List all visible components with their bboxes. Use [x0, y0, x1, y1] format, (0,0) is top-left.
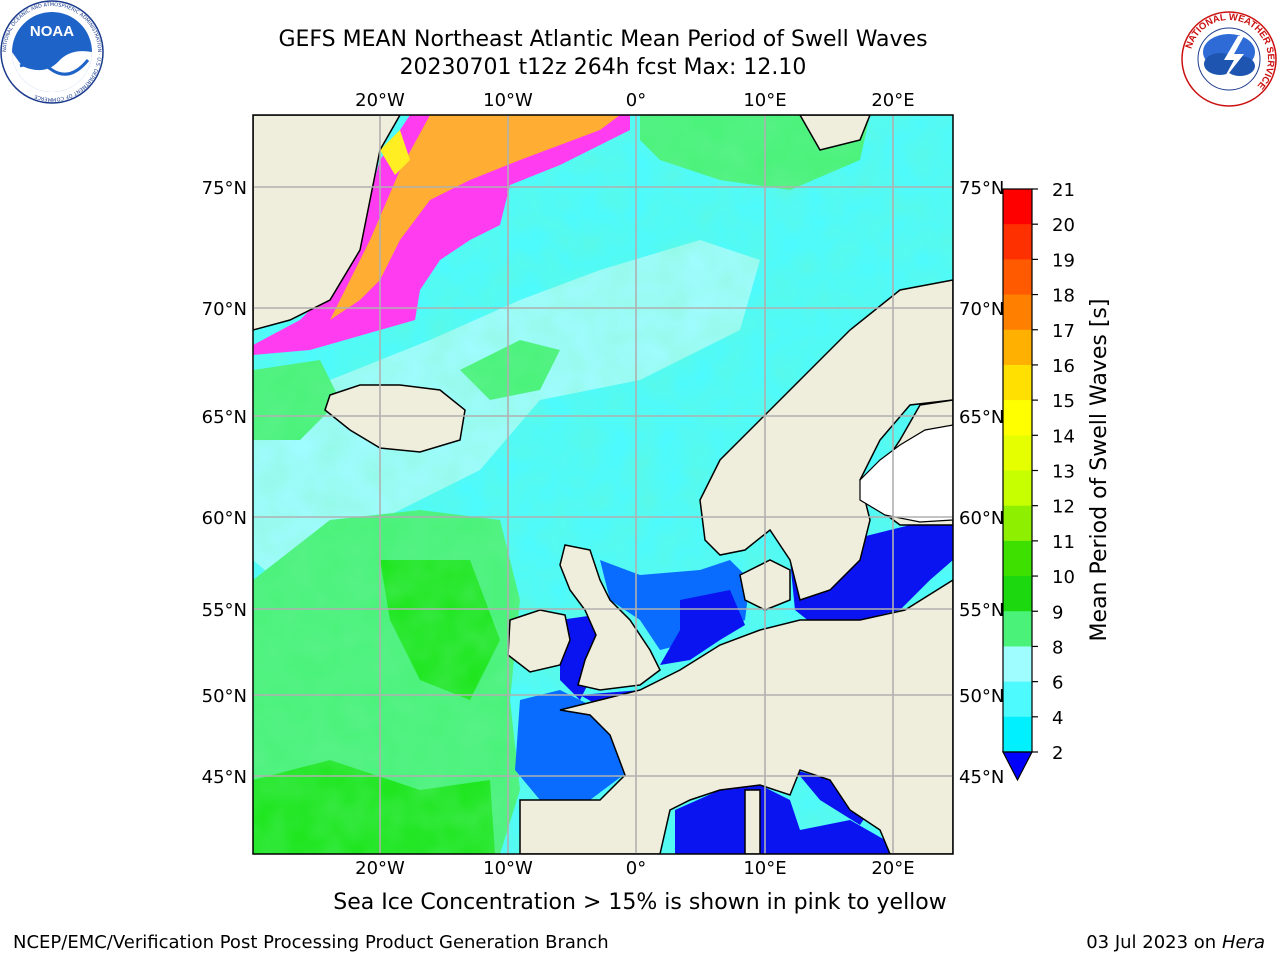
land-svalbard	[799, 115, 871, 151]
sea-ice-yellow	[380, 130, 410, 175]
colorbar-extend-arrow	[1002, 751, 1033, 782]
colorbar-swatch	[1003, 259, 1032, 296]
lat-label-65n-left: 65°N	[202, 407, 247, 428]
lat-label-55n-left: 55°N	[202, 600, 247, 621]
colorbar-tick-label: 11	[1052, 532, 1075, 553]
lon-label-0-bottom: 0°	[626, 858, 646, 879]
lon-label-10e-top: 10°E	[743, 90, 786, 111]
lat-label-70n-left: 70°N	[202, 299, 247, 320]
land-iceland	[324, 384, 466, 453]
colorbar-tick-label: 16	[1052, 356, 1075, 377]
footer-host: Hera	[1221, 932, 1265, 953]
lon-label-0-top: 0°	[626, 90, 646, 111]
colorbar-swatch	[1003, 540, 1032, 577]
lat-label-65n-right: 65°N	[959, 407, 1004, 428]
noaa-logo: NOAA NATIONAL OCEANIC AND ATMOSPHERIC AD…	[0, 0, 104, 104]
lat-label-60n-left: 60°N	[202, 508, 247, 529]
lon-label-10w-bottom: 10°W	[483, 858, 533, 879]
lat-labels-left: 75°N 70°N 65°N 60°N 55°N 50°N 45°N	[202, 178, 247, 788]
colorbar-tick-label: 9	[1052, 602, 1063, 623]
colorbar-swatch	[1003, 611, 1032, 647]
colorbar-swatch	[1003, 681, 1032, 718]
colorbar-tick-label: 2	[1052, 743, 1063, 764]
colorbar-tick-label: 18	[1052, 286, 1075, 307]
colorbar-swatch	[1003, 364, 1032, 401]
lat-label-75n-right: 75°N	[959, 178, 1004, 199]
colorbar-swatch	[1003, 400, 1032, 436]
colorbar-tick-label: 19	[1052, 250, 1075, 271]
land-great-britain	[559, 544, 661, 691]
colorbar: 21 20 19 18 17 16 15 14 13 12 11 10 9 8 6 4 2	[1002, 180, 1075, 782]
lon-label-20e-top: 20°E	[871, 90, 914, 111]
colorbar-swatch	[1003, 576, 1032, 612]
colorbar-swatch	[1003, 470, 1032, 507]
lat-label-45n-right: 45°N	[959, 767, 1004, 788]
colorbar-tick-label: 6	[1052, 673, 1063, 694]
colorbar-tick-label: 15	[1052, 391, 1075, 412]
colorbar-swatch	[1003, 505, 1032, 542]
footer-date-text: 03 Jul 2023 on	[1086, 932, 1222, 953]
land-europe	[519, 579, 953, 854]
colorbar-label: Mean Period of Swell Waves [s]	[1087, 299, 1112, 642]
colorbar-tick-label: 4	[1052, 708, 1063, 729]
colorbar-tick-label: 10	[1052, 567, 1075, 588]
lat-label-75n-left: 75°N	[202, 178, 247, 199]
colorbar-swatch	[1003, 294, 1032, 331]
lon-label-20w-top: 20°W	[355, 90, 405, 111]
nodata-bothnia	[859, 424, 953, 523]
lon-label-20e-bottom: 20°E	[871, 858, 914, 879]
lat-label-50n-right: 50°N	[959, 686, 1004, 707]
lat-label-50n-left: 50°N	[202, 686, 247, 707]
colorbar-swatch	[1003, 646, 1032, 683]
colorbar-swatch	[1003, 329, 1032, 366]
land-ireland	[507, 609, 571, 673]
land-corsica-sardinia	[744, 789, 761, 854]
lat-label-70n-right: 70°N	[959, 299, 1004, 320]
lon-label-10w-top: 10°W	[483, 90, 533, 111]
colorbar-tick-label: 14	[1052, 426, 1075, 447]
ocean-deepblue-med	[675, 785, 890, 854]
caption: Sea Ice Concentration > 15% is shown in …	[333, 890, 947, 915]
lon-labels-top: 20°W 10°W 0° 10°E 20°E	[355, 90, 914, 111]
colorbar-tick-label: 13	[1052, 462, 1075, 483]
colorbar-tick-label: 20	[1052, 215, 1075, 236]
footer-date: 03 Jul 2023 on Hera	[1086, 932, 1265, 953]
land-greenland	[253, 115, 401, 331]
colorbar-swatch	[1003, 224, 1032, 260]
lon-label-10e-bottom: 10°E	[743, 858, 786, 879]
chart-title: GEFS MEAN Northeast Atlantic Mean Period…	[278, 27, 928, 52]
land-scandinavia	[699, 279, 953, 601]
colorbar-swatch	[1003, 435, 1032, 471]
colorbar-tick-label: 12	[1052, 497, 1075, 518]
chart-subtitle: 20230701 t12z 264h fcst Max: 12.10	[399, 55, 807, 80]
noaa-logo-text: NOAA	[30, 23, 74, 40]
colorbar-swatch	[1003, 189, 1032, 225]
map-border	[252, 114, 954, 855]
colorbar-swatch	[1003, 716, 1032, 753]
lat-labels-right: 75°N 70°N 65°N 60°N 55°N 50°N 45°N	[959, 178, 1004, 788]
lon-label-20w-bottom: 20°W	[355, 858, 405, 879]
graticule	[253, 115, 953, 854]
lat-label-55n-right: 55°N	[959, 600, 1004, 621]
map-frame	[253, 115, 953, 854]
lat-label-45n-left: 45°N	[202, 767, 247, 788]
colorbar-tick-label: 17	[1052, 321, 1075, 342]
nws-logo: NATIONAL WEATHER SERVICE	[1181, 11, 1277, 107]
colorbar-tick-label: 21	[1052, 180, 1075, 201]
colorbar-tick-label: 8	[1052, 637, 1063, 658]
lon-labels-bottom: 20°W 10°W 0° 10°E 20°E	[355, 858, 914, 879]
footer-credit: NCEP/EMC/Verification Post Processing Pr…	[13, 932, 609, 953]
lat-label-60n-right: 60°N	[959, 508, 1004, 529]
